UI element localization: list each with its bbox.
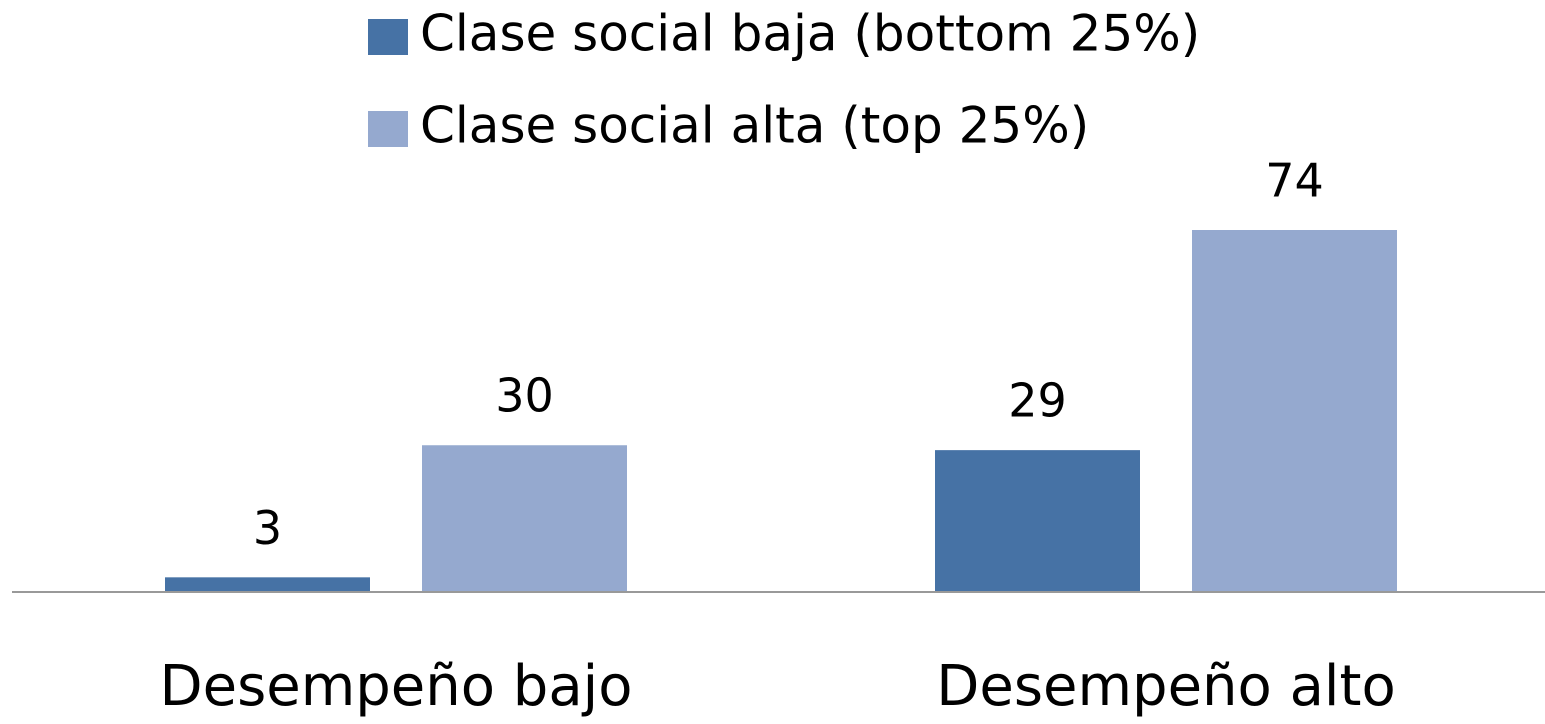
data-label: 74 [1265,154,1324,208]
bar [935,450,1140,592]
data-label: 30 [495,369,554,423]
data-label: 29 [1008,374,1067,428]
legend-label: Clase social alta (top 25%) [420,97,1089,155]
x-tick-label: Desempeño bajo [160,654,633,719]
legend-label: Clase social baja (bottom 25%) [420,5,1200,63]
bar [422,445,627,592]
bar [1192,230,1397,592]
legend-swatch [368,111,408,147]
legend-swatch [368,19,408,55]
data-label: 3 [253,501,282,555]
x-tick-label: Desempeño alto [936,654,1395,719]
bar [165,577,370,592]
